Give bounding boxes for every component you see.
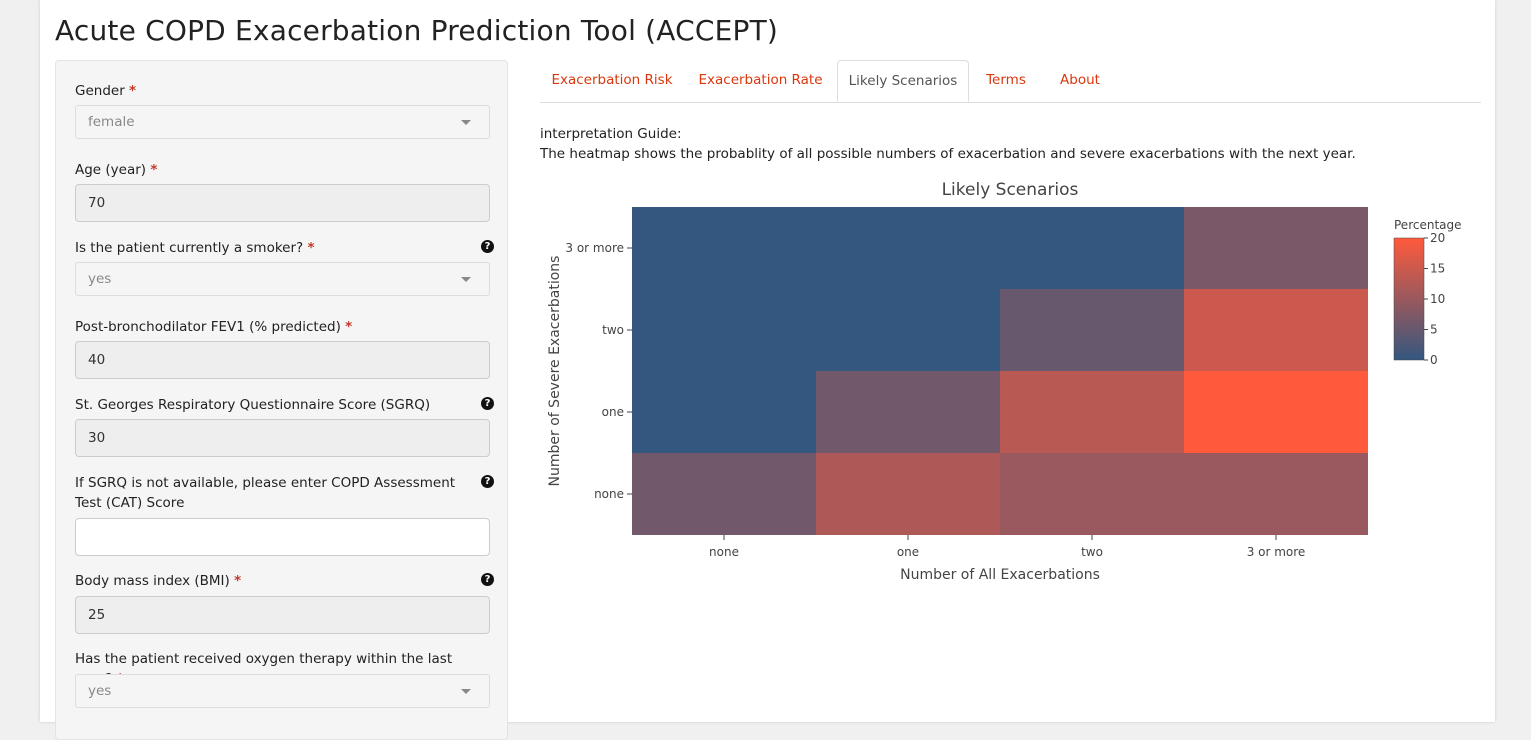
heatmap-cell — [632, 207, 816, 289]
bmi-label: Body mass index (BMI) — [75, 573, 230, 589]
gender-select-value: female — [88, 114, 135, 130]
chevron-down-icon — [461, 277, 471, 282]
fev1-field: Post-bronchodilator FEV1 (% predicted) *… — [75, 317, 490, 379]
oxygen-field: Has the patient received oxygen therapy … — [75, 649, 490, 708]
tab-exacerbation-risk[interactable]: Exacerbation Risk — [551, 72, 673, 88]
tab-bar: Exacerbation Risk Exacerbation Rate Like… — [540, 60, 1481, 103]
heatmap-cell — [816, 453, 1000, 535]
heatmap-cell — [632, 453, 816, 535]
gender-label: Gender — [75, 83, 125, 99]
oxygen-select[interactable]: yes — [75, 674, 490, 708]
colorbar-tick-label: 20 — [1430, 231, 1445, 245]
x-tick-label: one — [897, 545, 919, 559]
colorbar-title: Percentage — [1394, 218, 1462, 232]
x-tick-label: none — [709, 545, 739, 559]
question-circle-icon[interactable]: ? — [481, 240, 494, 253]
guide-heading: interpretation Guide: — [540, 126, 682, 142]
page: Acute COPD Exacerbation Prediction Tool … — [40, 0, 1495, 740]
required-mark: * — [150, 162, 158, 178]
x-axis-label: Number of All Exacerbations — [900, 567, 1100, 583]
required-mark: * — [234, 573, 242, 589]
tab-exacerbation-rate[interactable]: Exacerbation Rate — [698, 72, 823, 88]
colorbar — [1393, 237, 1425, 361]
sgrq-label: St. Georges Respiratory Questionnaire Sc… — [75, 397, 431, 413]
required-mark: * — [129, 83, 137, 99]
heatmap-cell — [1000, 453, 1184, 535]
heatmap-cell — [1000, 289, 1184, 371]
age-input[interactable]: 70 — [75, 184, 490, 222]
cat-input[interactable] — [75, 518, 490, 556]
required-mark: * — [307, 240, 315, 256]
heatmap-cell — [816, 289, 1000, 371]
colorbar-tick-label: 15 — [1430, 262, 1445, 276]
y-tick-label: two — [602, 323, 624, 337]
oxygen-select-value: yes — [88, 683, 112, 699]
colorbar-tick-label: 5 — [1430, 323, 1438, 337]
input-sidebar: Gender * female Age (year) * 70 Is the p… — [55, 60, 508, 740]
colorbar-tick-label: 0 — [1430, 353, 1438, 367]
fev1-input[interactable]: 40 — [75, 341, 490, 379]
heatmap-cell — [1184, 207, 1368, 289]
x-tick-label: two — [1081, 545, 1103, 559]
likely-scenarios-heatmap: Likely Scenarios none one two 3 or more none o… — [547, 180, 1462, 583]
tab-about[interactable]: About — [1060, 72, 1100, 88]
y-tick-label: 3 or more — [565, 241, 624, 255]
smoker-label: Is the patient currently a smoker? — [75, 240, 304, 256]
age-field: Age (year) * 70 — [75, 160, 490, 222]
heatmap-cell — [632, 289, 816, 371]
bmi-input[interactable]: 25 — [75, 596, 490, 634]
smoker-select[interactable]: yes — [75, 262, 490, 296]
y-tick-label: none — [594, 487, 624, 501]
bmi-field: Body mass index (BMI) * ? 25 — [75, 571, 494, 634]
chart-title: Likely Scenarios — [942, 180, 1079, 200]
fev1-label: Post-bronchodilator FEV1 (% predicted) — [75, 319, 341, 335]
colorbar-tick-label: 10 — [1430, 292, 1445, 306]
main-panel: Exacerbation Risk Exacerbation Rate Like… — [540, 60, 1481, 722]
heatmap-cell — [1000, 371, 1184, 453]
heatmap-cell — [1184, 371, 1368, 453]
question-circle-icon[interactable]: ? — [481, 475, 494, 488]
y-tick-label: one — [602, 405, 624, 419]
page-title: Acute COPD Exacerbation Prediction Tool … — [55, 14, 779, 47]
guide-text: The heatmap shows the probablity of all … — [540, 146, 1356, 162]
tab-terms[interactable]: Terms — [986, 72, 1026, 88]
cat-label: If SGRQ is not available, please enter C… — [75, 475, 456, 511]
interpretation-guide: interpretation Guide: The heatmap shows … — [540, 124, 1356, 164]
sgrq-input[interactable]: 30 — [75, 419, 490, 457]
heatmap-cell — [816, 371, 1000, 453]
heatmap-cell — [1184, 453, 1368, 535]
age-label: Age (year) — [75, 162, 147, 178]
heatmap-cell — [816, 207, 1000, 289]
heatmap-cell — [632, 371, 816, 453]
chevron-down-icon — [461, 120, 471, 125]
heatmap-cell — [1000, 207, 1184, 289]
gender-field: Gender * female — [75, 81, 490, 139]
question-circle-icon[interactable]: ? — [481, 397, 494, 410]
tab-likely-scenarios[interactable]: Likely Scenarios — [837, 60, 969, 102]
question-circle-icon[interactable]: ? — [481, 573, 494, 586]
x-tick-label: 3 or more — [1247, 545, 1306, 559]
smoker-field: Is the patient currently a smoker? * ? y… — [75, 238, 494, 296]
gender-select[interactable]: female — [75, 105, 490, 139]
chevron-down-icon — [461, 689, 471, 694]
required-mark: * — [345, 319, 353, 335]
cat-field: If SGRQ is not available, please enter C… — [75, 473, 494, 556]
heatmap-cell — [1184, 289, 1368, 371]
smoker-select-value: yes — [88, 271, 112, 287]
sgrq-field: St. Georges Respiratory Questionnaire Sc… — [75, 395, 494, 457]
y-axis-label: Number of Severe Exacerbations — [547, 256, 563, 487]
